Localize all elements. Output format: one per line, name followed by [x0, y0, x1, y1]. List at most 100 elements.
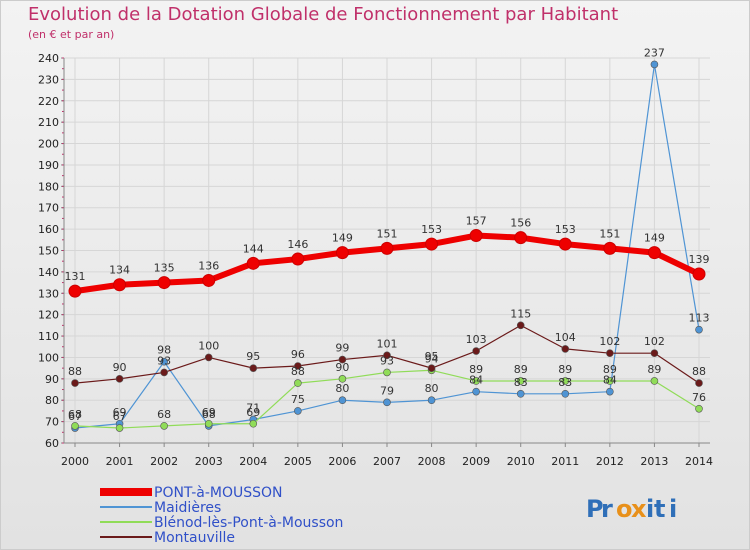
- logo-letter: i: [646, 495, 654, 523]
- y-tick-label: 230: [38, 73, 59, 86]
- data-label: 113: [689, 312, 710, 325]
- data-label: 95: [425, 350, 439, 363]
- data-label: 136: [198, 259, 219, 272]
- data-point: [115, 424, 124, 432]
- data-point: [561, 377, 570, 385]
- data-point: [469, 229, 483, 243]
- y-tick-label: 70: [45, 416, 59, 429]
- data-point: [160, 357, 168, 366]
- data-label: 99: [335, 342, 349, 355]
- data-point: [516, 377, 525, 385]
- data-point: [115, 375, 124, 383]
- x-tick-label: 2002: [150, 455, 178, 468]
- y-tick-label: 110: [38, 330, 59, 343]
- data-label: 71: [246, 401, 260, 414]
- data-label: 88: [692, 365, 706, 378]
- data-label: 75: [291, 393, 305, 406]
- data-point: [294, 407, 302, 415]
- y-tick-label: 60: [45, 437, 59, 450]
- x-tick-label: 2004: [239, 455, 267, 468]
- x-tick-label: 2006: [328, 455, 356, 468]
- data-label: 94: [425, 352, 439, 365]
- data-label: 100: [198, 339, 219, 352]
- data-point: [294, 362, 302, 370]
- legend-label: Blénod-lès-Pont-à-Mousson: [154, 515, 343, 531]
- data-point: [291, 252, 305, 266]
- x-tick-label: 2010: [507, 455, 535, 468]
- data-label: 103: [466, 333, 487, 346]
- legend-label: Montauville: [154, 530, 235, 546]
- data-label: 157: [466, 215, 487, 228]
- data-point: [204, 353, 213, 362]
- data-label: 69: [113, 406, 127, 419]
- data-label: 79: [380, 384, 394, 397]
- data-label: 84: [603, 374, 617, 387]
- data-point: [249, 419, 258, 428]
- data-point: [558, 237, 572, 251]
- data-label: 67: [113, 410, 127, 423]
- y-tick-label: 180: [38, 180, 59, 193]
- data-point: [338, 355, 347, 364]
- data-point: [71, 422, 79, 430]
- data-point: [380, 241, 394, 255]
- data-label: 96: [291, 348, 305, 361]
- data-point: [650, 377, 659, 385]
- x-tick-label: 2008: [418, 455, 446, 468]
- logo-letter: x: [631, 495, 647, 523]
- data-point: [383, 351, 391, 360]
- data-point: [68, 284, 82, 298]
- data-point: [160, 368, 168, 377]
- data-point: [561, 390, 570, 398]
- logo-letter: o: [616, 495, 633, 523]
- data-point: [202, 273, 216, 287]
- data-label: 101: [377, 337, 398, 350]
- y-tick-label: 160: [38, 223, 59, 236]
- data-point: [338, 375, 347, 383]
- data-label: 88: [291, 365, 305, 378]
- data-point: [603, 241, 617, 255]
- data-point: [516, 321, 525, 330]
- data-label: 104: [555, 331, 576, 344]
- data-label: 153: [555, 223, 576, 236]
- x-tick-label: 2014: [685, 455, 713, 468]
- y-tick-label: 150: [38, 245, 59, 258]
- data-point: [383, 368, 391, 377]
- data-point: [294, 379, 302, 387]
- x-tick-label: 2003: [195, 455, 223, 468]
- x-tick-label: 2009: [462, 455, 490, 468]
- data-label: 153: [421, 223, 442, 236]
- data-point: [692, 267, 706, 281]
- chart-title: Evolution de la Dotation Globale de Fonc…: [28, 4, 619, 25]
- y-tick-label: 220: [38, 95, 59, 108]
- data-label: 98: [157, 344, 171, 357]
- data-label: 76: [692, 391, 706, 404]
- data-label: 68: [68, 408, 82, 421]
- data-point: [335, 246, 349, 260]
- data-label: 83: [514, 376, 528, 389]
- data-point: [647, 246, 661, 260]
- y-tick-label: 120: [38, 309, 59, 322]
- x-tick-label: 2013: [640, 455, 668, 468]
- data-label: 89: [558, 363, 572, 376]
- data-point: [383, 398, 391, 407]
- data-point: [695, 379, 703, 387]
- data-point: [561, 345, 570, 353]
- data-point: [606, 377, 614, 385]
- data-label: 89: [469, 363, 483, 376]
- x-tick-label: 2007: [373, 455, 401, 468]
- data-label: 102: [644, 335, 665, 348]
- data-label: 68: [202, 408, 216, 421]
- data-label: 68: [157, 408, 171, 421]
- data-label: 89: [647, 363, 661, 376]
- y-tick-label: 130: [38, 287, 59, 300]
- data-point: [246, 256, 260, 270]
- x-tick-label: 2012: [596, 455, 624, 468]
- data-label: 90: [335, 361, 349, 374]
- legend: PONT-à-MOUSSONMaidièresBlénod-lès-Pont-à…: [100, 485, 343, 546]
- logo-letter: t: [654, 495, 665, 523]
- data-point: [695, 325, 703, 334]
- data-labels: 131 134 135 136 144 146 149 151 153 157 156 153 151 1…: [65, 46, 710, 423]
- y-tick-label: 190: [38, 159, 59, 172]
